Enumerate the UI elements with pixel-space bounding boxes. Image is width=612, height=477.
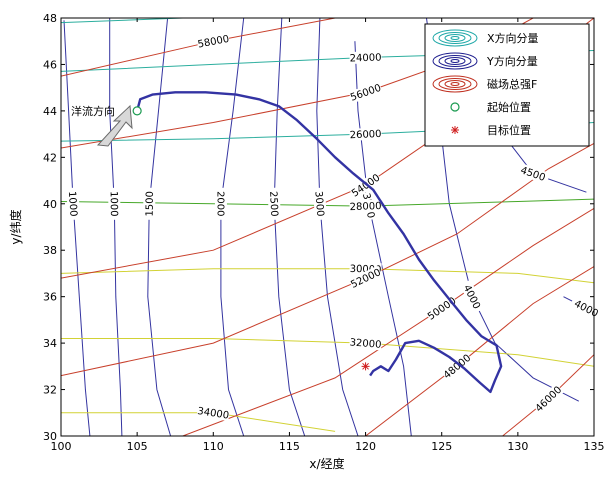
legend-contour-swatch (450, 36, 460, 40)
legend-label: 目标位置 (487, 123, 531, 137)
y-tick-label: 34 (43, 337, 57, 350)
contour-line (147, 18, 172, 436)
x-tick-label: 125 (431, 440, 452, 453)
contour-label-bg (267, 187, 281, 221)
contour-label: 2500 (267, 191, 279, 217)
y-tick-label: 36 (43, 291, 57, 304)
contour-label: 26000 (350, 129, 382, 141)
legend-contour-swatch (444, 34, 466, 42)
y-tick-label: 38 (43, 244, 57, 257)
x-tick-label: 110 (203, 440, 224, 453)
contour-label-bg (108, 187, 121, 220)
contour-label: 24000 (350, 53, 382, 65)
contour-line (109, 18, 123, 436)
legend-circle-swatch (450, 102, 460, 112)
legend-label: 磁场总强F (487, 77, 537, 91)
x-axis-label: x/经度 (309, 456, 344, 471)
contour-label: 1000 (66, 191, 79, 217)
contour-label-bg (196, 32, 231, 51)
legend-contour-swatch (432, 52, 478, 70)
y-axis-label: y/纬度 (8, 209, 23, 244)
trajectory-line (135, 91, 503, 394)
y-tick-label: 40 (43, 198, 57, 211)
y-tick-label: 30 (43, 430, 57, 443)
contour-label: 30000 (350, 264, 382, 276)
contour-line (61, 18, 183, 24)
contour-label-bg (459, 279, 485, 314)
contour-line (61, 142, 594, 377)
contour-label-bg (143, 187, 156, 220)
legend-star-swatch (451, 126, 459, 134)
contour-label-bg (516, 162, 551, 185)
legend-label: 起始位置 (487, 100, 531, 114)
legend-contour-swatch (432, 75, 478, 93)
contour-label-bg (348, 171, 383, 200)
contour-label-bg (440, 351, 474, 382)
contour-label-bg (348, 265, 383, 291)
trajectory-layer (135, 91, 503, 394)
contour-label-bg (348, 81, 383, 104)
contour-line (316, 18, 359, 436)
contour-line (63, 20, 91, 436)
legend-label: X方向分量 (487, 31, 539, 45)
y-tick-label: 44 (43, 105, 57, 118)
legend-contour-swatch (450, 82, 460, 86)
y-tick-label: 32 (43, 384, 57, 397)
legend-contour-swatch (438, 32, 472, 44)
legend-contour-swatch (450, 59, 460, 63)
y-tick-label: 46 (43, 58, 57, 71)
x-tick-label: 105 (127, 440, 148, 453)
x-tick-label: 130 (507, 440, 528, 453)
current-direction-annotation: 洋流方向 (71, 104, 133, 147)
legend-contour-swatch (444, 57, 466, 65)
contour-label: 28000 (350, 201, 382, 213)
contour-label-bg (196, 404, 231, 422)
contour-label: 1000 (108, 191, 119, 217)
current-arrow-icon (96, 104, 133, 147)
contour-line (273, 18, 306, 436)
plot-frame (60, 17, 595, 437)
x-tick-label: 115 (279, 440, 300, 453)
contour-label: 32000 (349, 337, 382, 350)
contour-label-bg (532, 383, 565, 415)
contour-label-bg (66, 187, 81, 221)
contour-label: 34000 (197, 406, 230, 422)
contour-label-bg (569, 295, 604, 321)
legend-contour-swatch (444, 80, 466, 88)
legend-contour-swatch (432, 29, 478, 47)
x-tick-label: 135 (584, 440, 605, 453)
y-tick-label: 42 (43, 151, 57, 164)
legend-label: Y方向分量 (486, 54, 538, 68)
y-tick-label: 48 (43, 12, 57, 25)
contour-label-bg (349, 51, 382, 64)
x-tick-label: 100 (51, 440, 72, 453)
contour-label-bg (312, 187, 328, 221)
legend-contour-swatch (438, 55, 472, 67)
marker-layer (132, 106, 370, 371)
contour-label-bg (349, 199, 382, 213)
start-position-marker (132, 106, 142, 116)
contour-label: 1500 (145, 191, 156, 217)
contour-label: 2000 (214, 191, 225, 216)
contour-label-bg (214, 187, 227, 220)
target-position-marker (361, 362, 370, 371)
contour-label-bg (349, 127, 382, 141)
legend-contour-swatch (438, 78, 472, 90)
contour-label-bg (349, 335, 382, 351)
contour-label: 3000 (312, 191, 325, 217)
x-tick-label: 120 (355, 440, 376, 453)
current-direction-label: 洋流方向 (71, 104, 115, 118)
contour-line (365, 266, 594, 436)
axes-layer: 100 105 110 115 120 125 130 135 30 32 34 36 38 40 42 44… (43, 12, 605, 453)
